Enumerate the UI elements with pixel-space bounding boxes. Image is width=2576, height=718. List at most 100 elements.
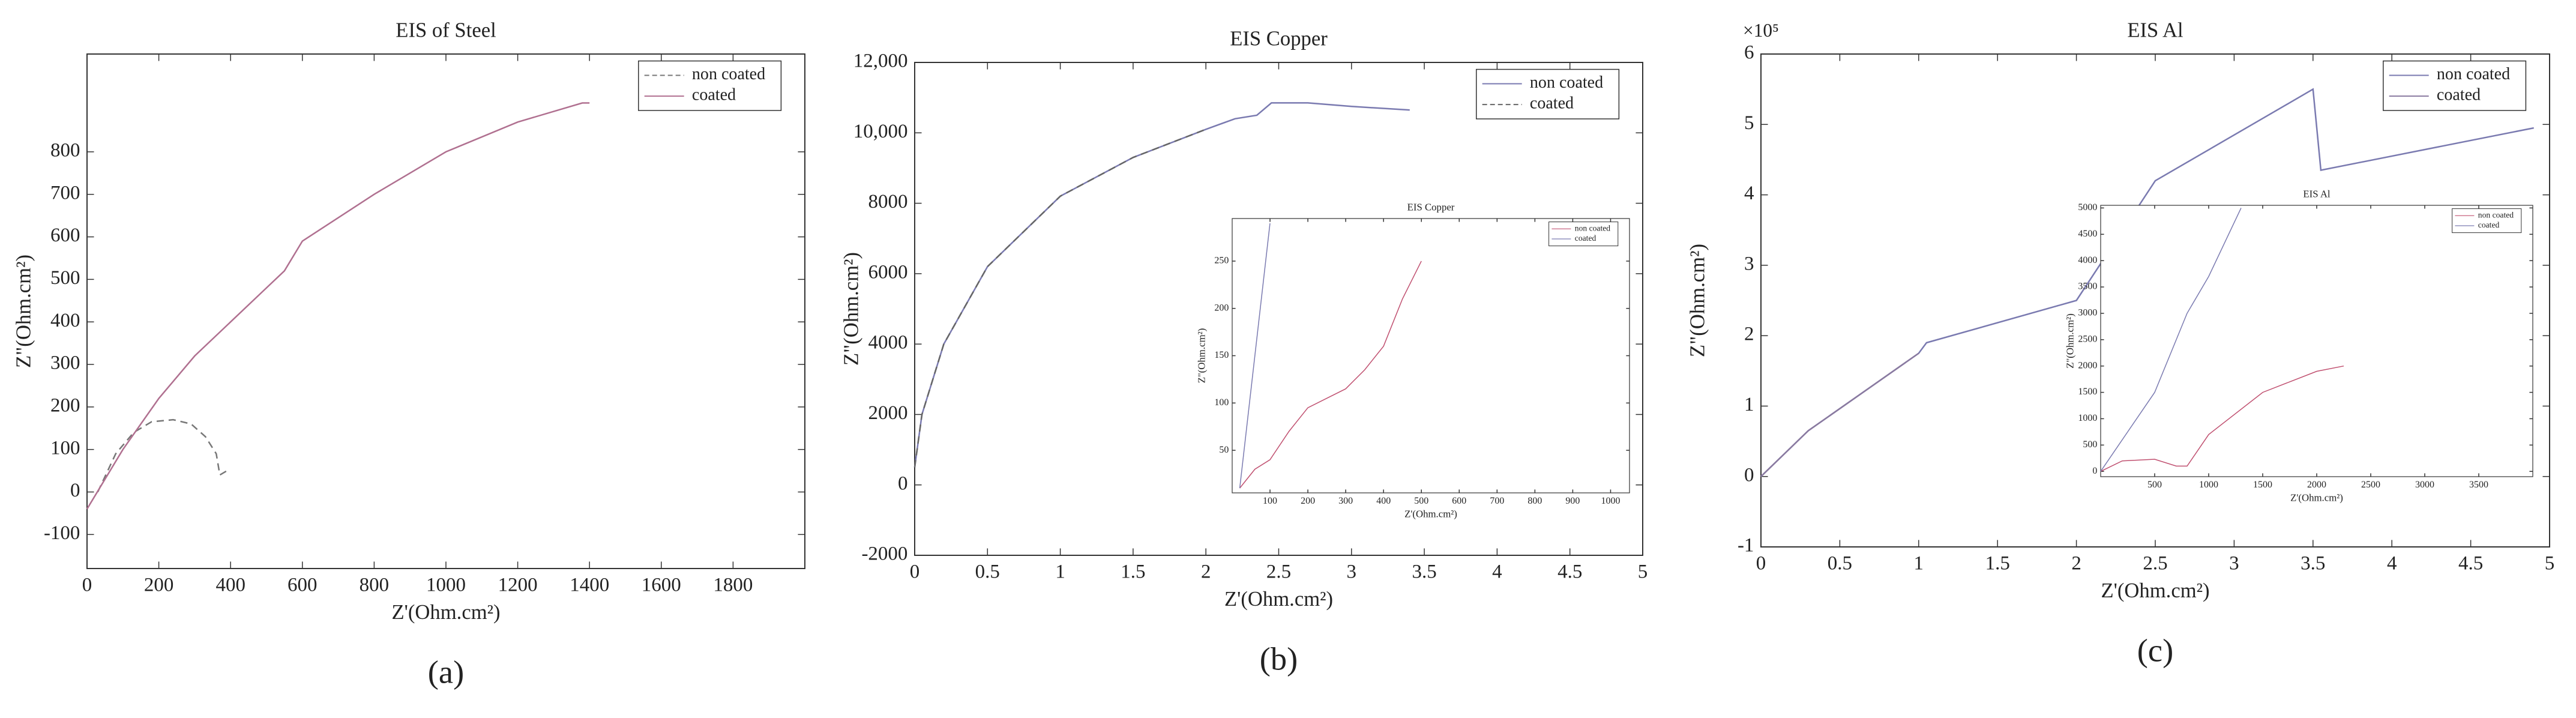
x-tick-label: 4 (1492, 561, 1502, 582)
y-tick-label: 4500 (2078, 229, 2097, 239)
y-tick-label: 600 (50, 225, 80, 246)
series-line (913, 128, 1206, 468)
series-line (1760, 352, 1919, 477)
y-tick-label: 6000 (868, 261, 907, 283)
y-tick-label: 10,000 (853, 121, 908, 142)
legend-label: non coated (2478, 210, 2514, 219)
axes-frame (86, 53, 805, 569)
y-tick-label: 2000 (2078, 360, 2097, 370)
legend-label: coated (692, 86, 736, 104)
y-axis-label: Z"(Ohm.cm²) (1687, 244, 1709, 357)
x-tick-label: 3.5 (2301, 552, 2325, 574)
y-tick-label: 400 (50, 310, 80, 331)
series-line (97, 418, 227, 493)
y-tick-label: 2500 (2078, 334, 2097, 344)
x-tick-label: 300 (1338, 496, 1353, 506)
x-tick-label: 400 (1376, 496, 1391, 506)
x-tick-label: 500 (1414, 496, 1428, 506)
y-tick-label: 6 (1744, 42, 1754, 64)
series-line (2100, 365, 2344, 472)
x-tick-label: 0 (82, 574, 92, 596)
x-tick-label: 1000 (2199, 480, 2218, 490)
y-axis-label: Z"(Ohm.cm²) (2064, 313, 2075, 369)
x-tick-label: 600 (287, 574, 317, 596)
legend-label: coated (1575, 234, 1596, 243)
x-tick-label: 0.5 (975, 561, 1000, 582)
x-tick-label: 4.5 (1557, 561, 1582, 582)
y-tick-label: -100 (44, 522, 80, 544)
legend-label: non coated (2437, 65, 2510, 83)
x-tick-label: 5 (2545, 552, 2555, 574)
legend-label: coated (1530, 94, 1574, 113)
y-tick-label: 8000 (868, 191, 907, 213)
x-tick-label: 3 (1347, 561, 1357, 582)
x-tick-label: 1.5 (1985, 552, 2010, 574)
inset-frame (1232, 218, 1630, 493)
x-tick-label: 200 (1301, 496, 1315, 506)
x-tick-label: 2 (1201, 561, 1211, 582)
x-tick-label: 500 (2147, 480, 2162, 490)
chart-title: EIS Copper (1230, 28, 1328, 50)
x-tick-label: 1000 (1601, 496, 1620, 506)
x-tick-label: 1 (1914, 552, 1924, 574)
legend-label: coated (2478, 220, 2500, 229)
x-tick-label: 4 (2387, 552, 2397, 574)
series-line (1239, 223, 1271, 489)
x-tick-label: 2.5 (1266, 561, 1291, 582)
x-tick-label: 1600 (642, 574, 681, 596)
x-tick-label: 2 (2071, 552, 2081, 574)
y-tick-label: 12,000 (853, 50, 908, 72)
y-tick-label: 0 (2092, 466, 2097, 476)
x-axis-label: Z'(Ohm.cm²) (2290, 492, 2343, 504)
x-tick-label: 1400 (570, 574, 609, 596)
x-tick-label: 5 (1638, 561, 1648, 582)
y-tick-label: 500 (50, 267, 80, 289)
x-tick-label: 100 (1263, 496, 1277, 506)
legend-box (1548, 222, 1619, 247)
series-line (1239, 261, 1422, 489)
y-tick-label: 500 (2083, 439, 2097, 450)
y-tick-label: 0 (1744, 464, 1754, 486)
y-tick-label: -1 (1738, 535, 1754, 557)
x-tick-label: 800 (360, 574, 390, 596)
y-tick-label: 100 (1214, 397, 1229, 408)
x-tick-label: 1200 (498, 574, 538, 596)
x-tick-label: 600 (1452, 496, 1466, 506)
x-tick-label: 400 (215, 574, 245, 596)
series-line (2100, 208, 2242, 472)
legend-label: coated (2437, 86, 2481, 104)
inset-title: EIS Copper (1407, 201, 1455, 213)
inset-frame (2100, 205, 2533, 477)
chart-title: EIS Al (2127, 19, 2183, 42)
legend-box (638, 60, 782, 111)
panel-label: (a) (428, 654, 464, 690)
x-tick-label: 0 (910, 561, 920, 582)
y-tick-label: 0 (70, 480, 80, 501)
y-tick-label: 3000 (2078, 308, 2097, 318)
y-tick-label: 250 (1214, 256, 1229, 266)
x-axis-label: Z'(Ohm.cm²) (2101, 579, 2209, 602)
x-tick-label: 1.5 (1121, 561, 1145, 582)
y-tick-label: 4 (1744, 183, 1754, 204)
y-tick-label: 1500 (2078, 387, 2097, 397)
x-tick-label: 3 (2229, 552, 2239, 574)
y-tick-label: -2000 (861, 543, 907, 565)
y-tick-label: 0 (898, 472, 908, 494)
panel-label: (c) (2137, 632, 2173, 669)
y-tick-label: 3 (1744, 253, 1754, 274)
y-tick-label: 1 (1744, 394, 1754, 415)
x-axis-label: Z'(Ohm.cm²) (1404, 508, 1457, 520)
legend-box (2383, 60, 2527, 111)
series-line (86, 102, 590, 510)
x-tick-label: 800 (1527, 496, 1542, 506)
y-tick-label: 2 (1744, 324, 1754, 345)
x-tick-label: 900 (1565, 496, 1580, 506)
y-tick-label: 200 (50, 394, 80, 416)
y-tick-label: 1000 (2078, 413, 2097, 423)
legend-box (1476, 68, 1620, 119)
x-axis-label: Z'(Ohm.cm²) (1224, 588, 1333, 611)
inset-title: EIS Al (2303, 188, 2331, 199)
x-tick-label: 1 (1055, 561, 1065, 582)
x-axis-label: Z'(Ohm.cm²) (391, 601, 500, 624)
